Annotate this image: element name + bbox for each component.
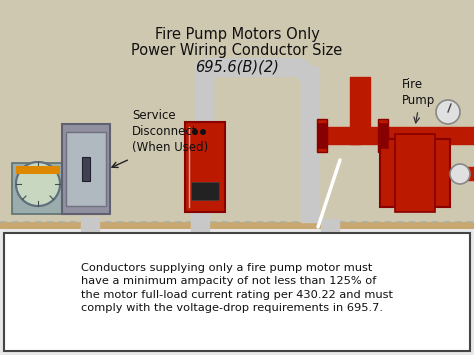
Bar: [378, 119, 388, 152]
Polygon shape: [294, 58, 319, 83]
Text: Conductors supplying only a fire pump motor must
have a minimum ampacity of not : Conductors supplying only a fire pump mo…: [81, 263, 393, 313]
Text: 695.6(B)(2): 695.6(B)(2): [195, 60, 279, 75]
Text: Fire
Pump: Fire Pump: [402, 78, 435, 107]
Circle shape: [16, 162, 60, 206]
Bar: [0, 222, 474, 229]
Bar: [191, 182, 219, 200]
Bar: [378, 123, 388, 148]
Bar: [395, 134, 435, 212]
Text: Service
Disconnect
(When Used): Service Disconnect (When Used): [132, 109, 208, 154]
Circle shape: [436, 100, 460, 124]
Bar: [0, 229, 474, 355]
Bar: [82, 157, 90, 181]
Bar: [62, 124, 110, 214]
Bar: [16, 166, 60, 174]
Text: Power Wiring Conductor Size: Power Wiring Conductor Size: [131, 44, 343, 59]
Bar: [185, 122, 225, 212]
Bar: [317, 123, 327, 148]
Bar: [380, 139, 450, 207]
Bar: [317, 119, 327, 152]
Circle shape: [192, 129, 198, 135]
Circle shape: [200, 129, 206, 135]
Text: Copyright 2020, www.MikeHolt.com: Copyright 2020, www.MikeHolt.com: [147, 237, 273, 243]
Text: Fire Pump Motors Only: Fire Pump Motors Only: [155, 27, 319, 43]
Bar: [66, 132, 106, 206]
Bar: [0, 0, 474, 229]
Circle shape: [16, 162, 60, 206]
FancyBboxPatch shape: [4, 233, 470, 351]
Circle shape: [450, 164, 470, 184]
Bar: [12, 163, 64, 214]
